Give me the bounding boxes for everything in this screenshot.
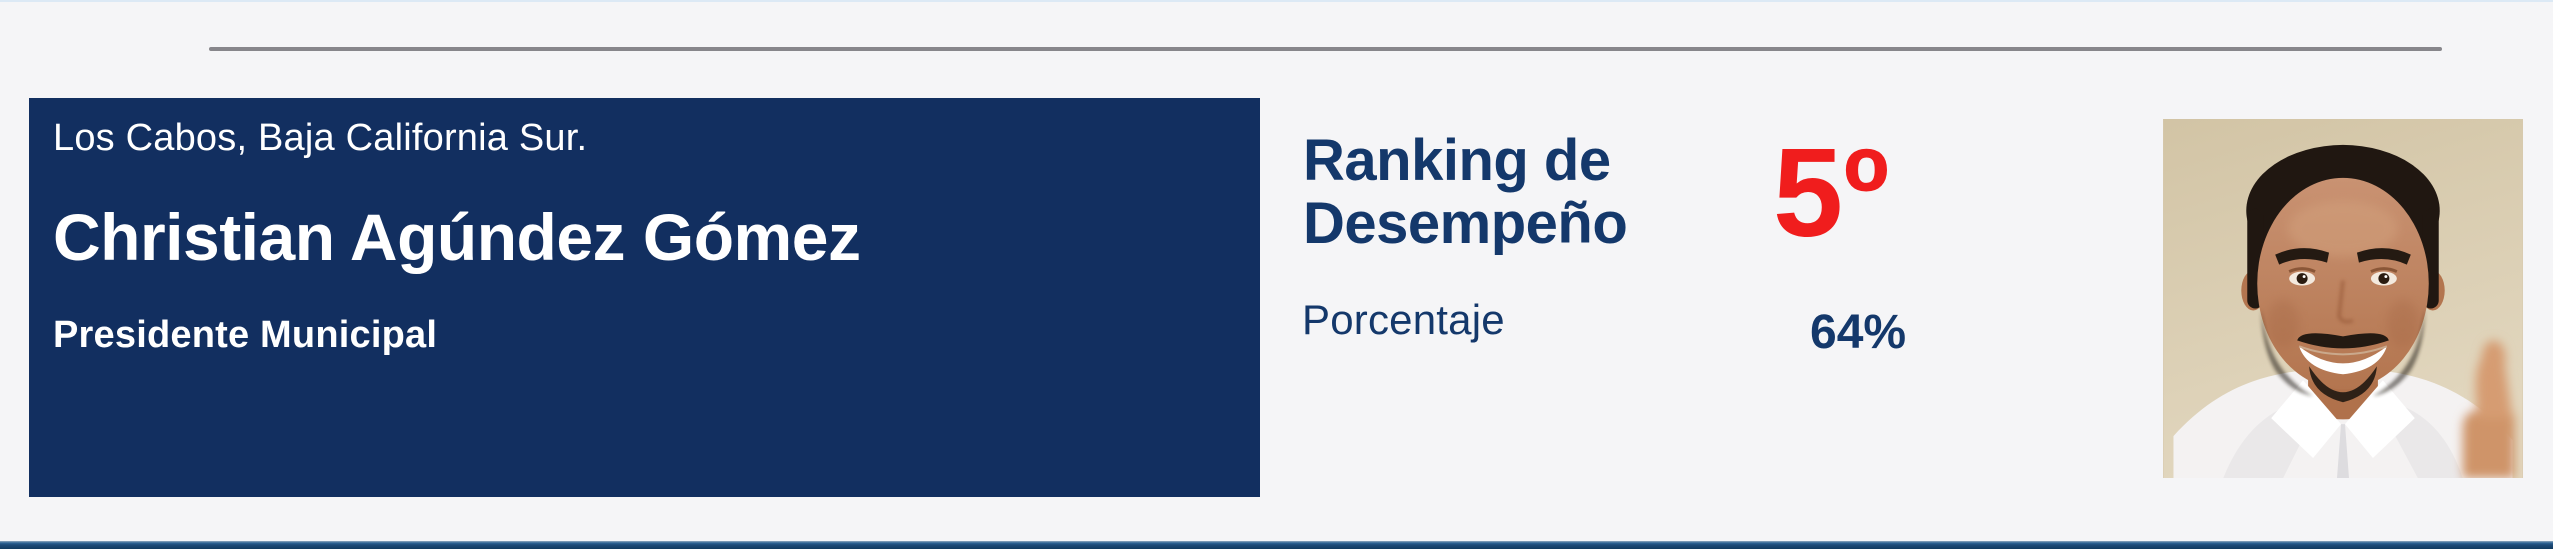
portrait-illustration: [2163, 119, 2523, 478]
horizontal-divider: [209, 47, 2442, 51]
official-name: Christian Agúndez Gómez: [53, 200, 861, 274]
official-role: Presidente Municipal: [53, 314, 438, 356]
official-info-card: Los Cabos, Baja California Sur. Christia…: [29, 98, 1260, 497]
ranking-label: Ranking de Desempeño: [1303, 128, 1628, 256]
municipality-location: Los Cabos, Baja California Sur.: [53, 117, 588, 159]
percentage-label: Porcentaje: [1302, 296, 1505, 343]
bottom-accent-bar: [0, 541, 2553, 549]
top-hairline-divider: [0, 0, 2553, 2]
rank-value: 5º: [1773, 122, 1890, 263]
portrait-photo: [2163, 119, 2523, 478]
percentage-value: 64%: [1810, 306, 1907, 359]
